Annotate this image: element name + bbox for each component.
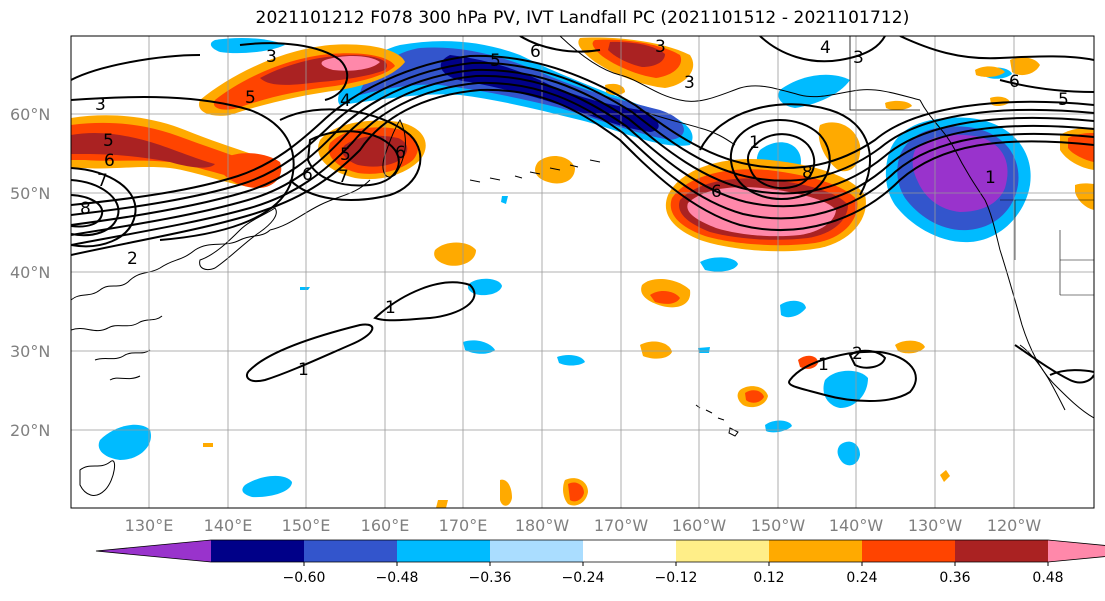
colorbar-segment xyxy=(490,540,584,562)
contour-label: 7 xyxy=(338,167,349,187)
contour-label: 5 xyxy=(1058,90,1069,110)
map-title: 2021101212 F078 300 hPa PV, IVT Landfall… xyxy=(255,8,910,28)
map-frame xyxy=(70,35,1095,509)
colorbar-tick-label: 0.48 xyxy=(1032,570,1063,586)
contour-label: 8 xyxy=(802,163,813,183)
contour-label: 3 xyxy=(655,37,666,57)
colorbar-outline xyxy=(95,539,1105,563)
contour-label: 5 xyxy=(340,145,351,165)
lon-label: 150°E xyxy=(282,516,331,535)
lon-label: 130°W xyxy=(908,516,963,535)
lon-label: 140°W xyxy=(829,516,884,535)
lat-label-30n: 30°N xyxy=(10,342,50,361)
gridlines xyxy=(71,36,1094,508)
lon-label: 160°E xyxy=(361,516,410,535)
colorbar-tick-label: 0.36 xyxy=(939,570,970,586)
contour-label: 4 xyxy=(340,91,351,111)
latitude-labels: 60°N 50°N 40°N 30°N 20°N xyxy=(10,105,50,440)
contour-label: 6 xyxy=(1009,72,1020,92)
contour-label: 8 xyxy=(80,199,91,219)
contour-label: 3 xyxy=(95,95,106,115)
lon-label: 120°W xyxy=(987,516,1042,535)
lon-label: 130°E xyxy=(125,516,174,535)
contour-label: 4 xyxy=(820,38,831,58)
colorbar-segment xyxy=(769,540,863,562)
contour-labels: 3 3 5 6 5 6 7 8 2 6 5 4 3 5 6 3 6 4 3 6 … xyxy=(80,37,1069,380)
lat-label-50n: 50°N xyxy=(10,184,50,203)
colorbar-labels: −0.60 −0.48 −0.36 −0.24 −0.12 0.12 0.24 0.36 0.4… xyxy=(283,562,1064,586)
lat-label-60n: 60°N xyxy=(10,105,50,124)
contour-label: 6 xyxy=(104,151,115,171)
lon-label: 160°W xyxy=(672,516,727,535)
colorbar-tick-label: −0.60 xyxy=(283,570,326,586)
colorbar-tick-label: 0.12 xyxy=(753,570,784,586)
contour-label: 6 xyxy=(530,42,541,62)
colorbar-extend-high xyxy=(1048,540,1105,562)
colorbar-segment xyxy=(211,540,305,562)
contour-label: 1 xyxy=(298,360,309,380)
colorbar-tick-label: −0.12 xyxy=(655,570,698,586)
lon-label: 170°W xyxy=(594,516,649,535)
lon-label: 180°W xyxy=(515,516,570,535)
colorbar-tick-label: 0.24 xyxy=(846,570,877,586)
longitude-labels: 130°E 140°E 150°E 160°E 170°E 180°W 170°… xyxy=(125,516,1042,535)
colorbar xyxy=(95,539,1105,563)
colorbar-segment xyxy=(583,540,677,562)
contour-label: 6 xyxy=(395,143,406,163)
colorbar-tick-label: −0.36 xyxy=(469,570,512,586)
lat-label-20n: 20°N xyxy=(10,421,50,440)
contour-label: 6 xyxy=(302,165,313,185)
contour-label: 5 xyxy=(103,131,114,151)
lon-label: 150°W xyxy=(751,516,806,535)
contour-label: 1 xyxy=(985,168,996,188)
contour-label: 2 xyxy=(127,249,138,269)
contour-label: 2 xyxy=(852,344,863,364)
colorbar-tick-label: −0.24 xyxy=(562,570,605,586)
contour-label: 1 xyxy=(749,133,760,153)
contour-label: 3 xyxy=(684,73,695,93)
colorbar-segment xyxy=(955,540,1049,562)
lon-label: 170°E xyxy=(439,516,488,535)
colorbar-segment xyxy=(397,540,491,562)
contour-label: 5 xyxy=(245,88,256,108)
lat-label-40n: 40°N xyxy=(10,263,50,282)
colorbar-segment xyxy=(862,540,956,562)
contour-label: 3 xyxy=(853,48,864,68)
contour-label: 6 xyxy=(711,182,722,202)
contour-label: 7 xyxy=(97,171,108,191)
lon-label: 140°E xyxy=(204,516,253,535)
contour-label: 3 xyxy=(266,47,277,67)
colorbar-segment xyxy=(304,540,398,562)
colorbar-tick-label: −0.48 xyxy=(376,570,419,586)
contour-label: 1 xyxy=(385,298,396,318)
contour-label: 1 xyxy=(818,355,829,375)
colorbar-extend-low xyxy=(96,540,211,562)
colorbar-segment xyxy=(676,540,770,562)
contour-label: 5 xyxy=(490,51,501,71)
ivt-contours xyxy=(71,36,1094,402)
